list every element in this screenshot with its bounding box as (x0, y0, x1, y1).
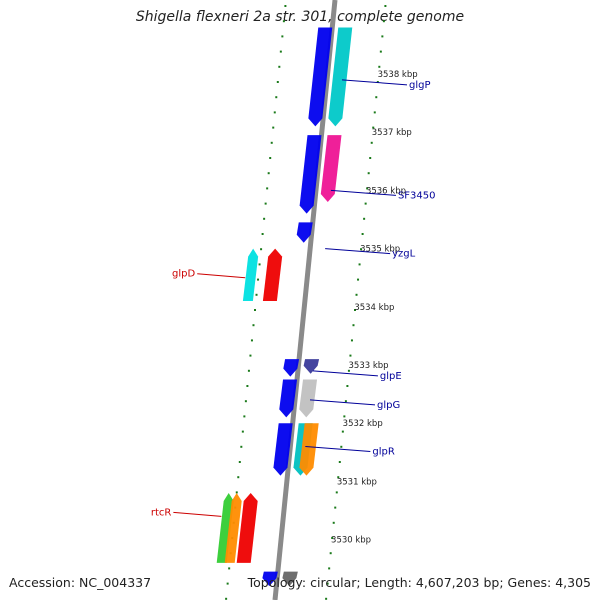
kbp-label: 3537 kbp (372, 128, 412, 138)
gene-label-leader (197, 273, 246, 279)
gene-label-leader (325, 248, 391, 255)
gene-feature (303, 359, 320, 374)
label-layer: 3538 kbp 3537 kbp 3536 kbp 3535 kbp 3534 kbp… (151, 70, 436, 546)
gene-feature (282, 571, 298, 587)
gene-label-sf3450: SF3450 (398, 190, 436, 201)
kbp-label: 3533 kbp (349, 361, 389, 371)
accession-label: Accession: NC_004337 (9, 575, 152, 590)
gene-feature (299, 135, 322, 214)
gene-feature (216, 493, 234, 563)
gene-label-glpg: glpG (377, 400, 400, 411)
gene-label-glpr: glpR (372, 446, 394, 457)
kbp-label: 3535 kbp (360, 245, 400, 255)
gene-feature (236, 493, 258, 563)
gene-feature (296, 222, 313, 243)
gene-feature (224, 493, 242, 563)
kbp-label: 3531 kbp (337, 477, 377, 487)
gene-feature (273, 423, 293, 476)
gene-label-glgp: glgP (409, 80, 431, 91)
feature-layer (216, 27, 353, 587)
gene-label-leader (341, 79, 408, 86)
gene-label-leader (173, 511, 222, 517)
gene-label-yzgl: yzgL (392, 249, 416, 260)
tick-layer (225, 5, 387, 600)
backbone-layer (272, 0, 338, 600)
gene-label-glpe: glpE (380, 371, 402, 382)
gene-feature (320, 135, 342, 203)
gene-feature (283, 359, 300, 377)
gene-feature (262, 248, 283, 301)
kbp-label: 3538 kbp (378, 70, 418, 80)
kbp-label: 3530 kbp (331, 536, 371, 546)
topology-summary: Topology: circular; Length: 4,607,203 bp… (247, 575, 591, 590)
gene-feature (262, 571, 278, 587)
backbone-line (272, 0, 338, 600)
gene-label-rtcr: rtcR (151, 507, 172, 518)
gene-feature (308, 27, 333, 127)
gene-label-glpd: glpD (172, 269, 195, 280)
gene-feature (299, 423, 319, 476)
gene-feature (279, 379, 298, 418)
gene-label-leader (309, 399, 376, 406)
map-title: Shigella flexneri 2a str. 301, complete … (135, 9, 465, 25)
kbp-label: 3536 kbp (366, 186, 406, 196)
gene-feature (299, 379, 318, 418)
gene-feature (328, 27, 353, 127)
gene-label-leader (330, 189, 396, 196)
kbp-label: 3532 kbp (343, 419, 383, 429)
gene-label-leader (305, 445, 371, 452)
gene-feature (242, 248, 259, 301)
kbp-label: 3534 kbp (354, 303, 394, 313)
gene-label-leader (312, 370, 378, 377)
